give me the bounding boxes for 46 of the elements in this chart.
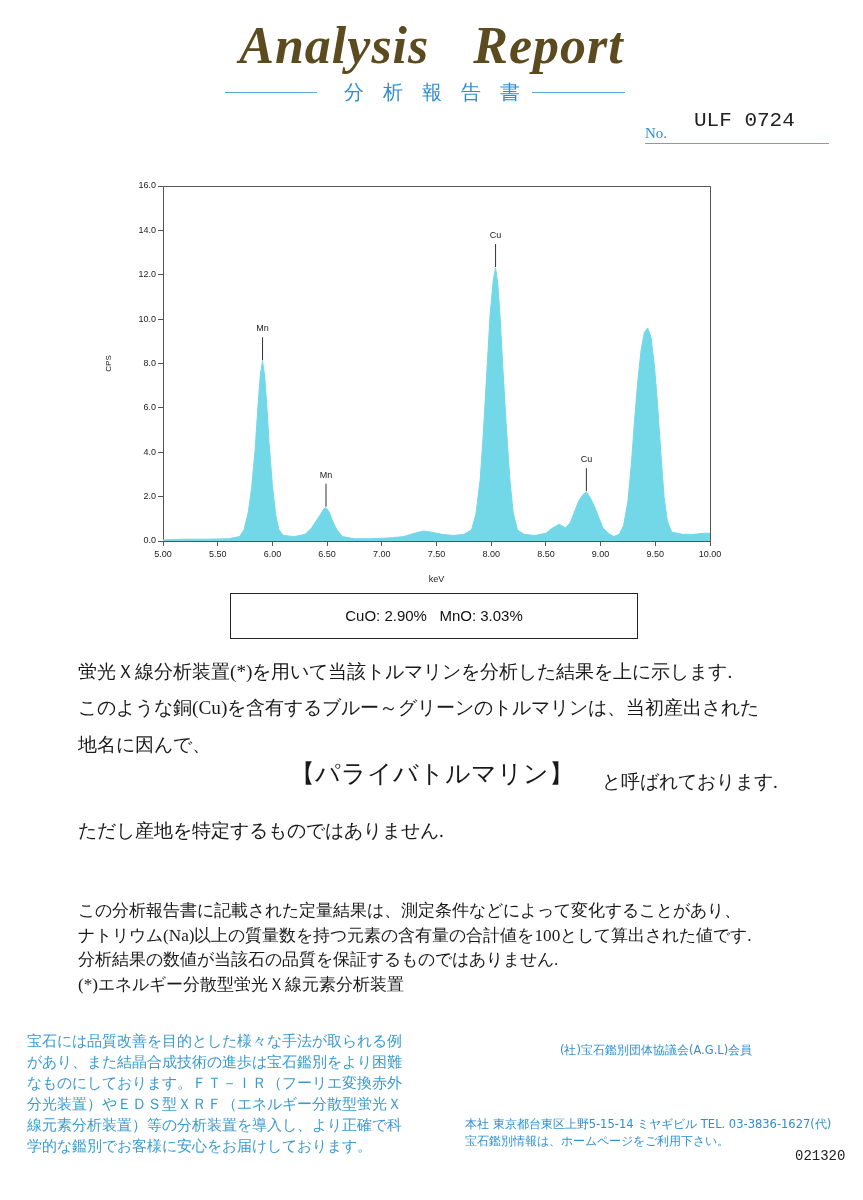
- x-tick-label: 6.00: [263, 548, 282, 559]
- y-tick-label: 12.0: [138, 269, 156, 280]
- annotation: Mn: [256, 323, 269, 334]
- text: 021320: [795, 1148, 846, 1164]
- x-tick-label: 10.00: [698, 548, 722, 559]
- text: 【パライバトルマリン】: [290, 758, 574, 789]
- text: 宝石鑑別情報は、ホームページをご利用下さい。: [465, 1134, 729, 1149]
- x-tick-label: 8.00: [482, 548, 500, 559]
- text: 蛍光Ｘ線分析装置(*)を用いて当該トルマリンを分析した結果を上に示します.: [78, 660, 733, 684]
- text: (*)エネルギー分散型蛍光Ｘ線元素分析装置: [78, 974, 405, 996]
- y-tick-label: 0.0: [143, 535, 156, 546]
- text: No.: [645, 125, 668, 141]
- chart-subtitle: 分析報告書: [342, 79, 539, 106]
- y-tick-label: 4.0: [143, 446, 156, 457]
- text: ナトリウム(Na)以上の質量数を持つ元素の含有量の合計値を100として算出された値です.: [78, 925, 752, 947]
- y-tick-label: 10.0: [138, 313, 156, 324]
- text: 分析結果の数値が当該石の品質を保証するものではありません.: [78, 949, 559, 971]
- y-tick-label: 8.0: [143, 357, 156, 368]
- x-tick-label: 7.00: [373, 548, 391, 559]
- x-tick-label: 9.00: [591, 548, 610, 559]
- y-tick-label: 2.0: [143, 491, 156, 502]
- text: 本社 東京都台東区上野5-15-14 ミヤギビル TEL. 03-3836-1627(代): [465, 1117, 832, 1132]
- x-tick-label: 9.50: [646, 548, 665, 559]
- text: 地名に因んで、: [78, 733, 211, 757]
- x-axis-title: keV: [428, 574, 445, 585]
- x-tick-label: 6.50: [318, 548, 336, 559]
- chart-title: Analysis Report: [235, 16, 625, 76]
- text: この分析報告書に記載された定量結果は、測定条件などによって変化することがあり、: [78, 900, 741, 922]
- text: ULF 0724: [694, 109, 795, 132]
- text: 宝石には品質改善を目的とした様々な手法が取られる例があり、また結晶合成技術の進歩は宝石鑑別をより困難なものにしております。ＦＴ－ＩＲ（フーリエ変換赤外分光装置）やＥＤＳ型ＸＲＦ（エネルギー分散型蛍光Ｘ線元素分析装置）等の分析装置を導入し、より正確で科学的な鑑別でお客様に安心をお届けしております。: [27, 1032, 403, 1156]
- x-tick-label: 5.00: [154, 548, 172, 559]
- annotation: Cu: [489, 230, 502, 241]
- y-tick-label: 6.0: [143, 402, 156, 413]
- annotation: Cu: [580, 454, 593, 465]
- text: CuO: 2.90% MnO: 3.03%: [230, 593, 638, 639]
- x-tick-label: 7.50: [427, 548, 446, 559]
- text: (社)宝石鑑別団体協議会(A.G.L)会員: [560, 1043, 753, 1058]
- y-axis-title: CPS: [104, 355, 113, 372]
- x-tick-label: 8.50: [537, 548, 555, 559]
- annotation: Mn: [319, 469, 333, 480]
- text: このような銅(Cu)を含有するブルー～グリーンのトルマリンは、当初産出された: [78, 696, 760, 720]
- text: と呼ばれております.: [602, 770, 778, 794]
- y-tick-label: 16.0: [138, 180, 156, 191]
- y-tick-label: 14.0: [138, 224, 156, 235]
- x-tick-label: 5.50: [208, 548, 227, 559]
- text: ただし産地を特定するものではありません.: [78, 819, 444, 843]
